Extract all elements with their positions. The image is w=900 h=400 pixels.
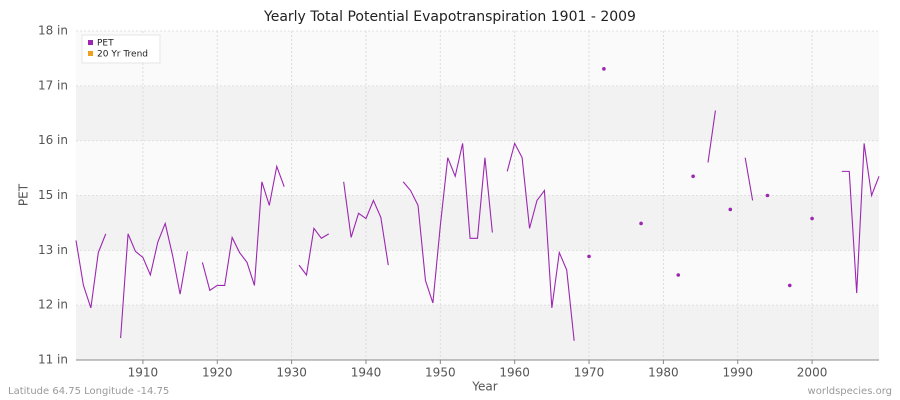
point bbox=[810, 216, 814, 221]
y-tick-label: 13 in bbox=[38, 243, 68, 257]
line bbox=[75, 110, 880, 341]
point bbox=[728, 207, 733, 212]
y-tick-label: 15 in bbox=[38, 188, 68, 202]
plot-background bbox=[76, 31, 879, 360]
footer-location: Latitude 64.75 Longitude -14.75 bbox=[8, 386, 169, 397]
x-axis-label: Year bbox=[471, 380, 497, 394]
legend-swatch bbox=[88, 40, 93, 45]
x-tick-label: 1960 bbox=[499, 366, 530, 380]
legend-box bbox=[81, 34, 161, 64]
x-tick-label: 1980 bbox=[648, 366, 679, 380]
x-tick-label: 2000 bbox=[797, 366, 828, 380]
point bbox=[765, 193, 770, 198]
x-tick-label: 1990 bbox=[722, 366, 753, 380]
point bbox=[787, 283, 792, 288]
band bbox=[76, 140, 879, 196]
legend-swatch bbox=[88, 51, 93, 56]
y-tick-label: 16 in bbox=[38, 133, 68, 147]
x-tick-label: 1930 bbox=[276, 366, 307, 380]
y-tick-label: 11 in bbox=[38, 353, 68, 367]
point bbox=[691, 174, 695, 179]
point bbox=[602, 67, 606, 71]
band bbox=[76, 305, 879, 360]
point bbox=[639, 221, 643, 226]
x-tick-label: 1950 bbox=[425, 366, 456, 380]
y-tick-label: 12 in bbox=[38, 298, 68, 312]
y-tick-label: 18 in bbox=[38, 24, 68, 38]
band bbox=[76, 85, 879, 141]
y-axis-label: PET bbox=[17, 183, 31, 206]
x-tick-label: 1940 bbox=[351, 366, 382, 380]
x-tick-label: 1970 bbox=[574, 366, 605, 380]
y-tick-label: 17 in bbox=[38, 78, 68, 92]
point bbox=[587, 254, 591, 259]
band bbox=[76, 31, 879, 86]
band bbox=[76, 195, 879, 251]
legend-label: 20 Yr Trend bbox=[97, 50, 148, 60]
chart-title: Yearly Total Potential Evapotranspiratio… bbox=[263, 9, 636, 25]
point bbox=[676, 273, 681, 277]
x-tick-label: 1910 bbox=[128, 366, 159, 380]
band bbox=[76, 250, 879, 306]
legend-label: PET bbox=[97, 39, 114, 49]
x-tick-label: 1920 bbox=[202, 366, 233, 380]
footer-source: worldspecies.org bbox=[808, 386, 892, 397]
